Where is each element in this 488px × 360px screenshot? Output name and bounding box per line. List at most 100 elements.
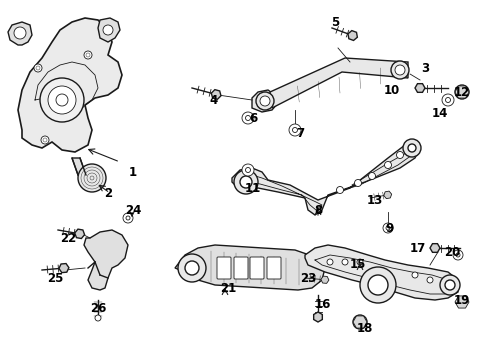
Polygon shape [347,31,357,40]
Circle shape [402,139,420,157]
Circle shape [444,280,454,290]
Circle shape [14,27,26,39]
Circle shape [336,186,343,194]
Circle shape [390,61,408,79]
Circle shape [86,53,90,57]
Text: 6: 6 [248,112,257,125]
Circle shape [367,275,387,295]
Circle shape [288,124,301,136]
Circle shape [452,250,462,260]
Circle shape [40,78,84,122]
Circle shape [245,167,250,172]
Circle shape [48,86,76,114]
Polygon shape [59,264,69,273]
Circle shape [396,152,403,158]
Polygon shape [84,230,128,290]
Polygon shape [352,316,366,328]
Circle shape [455,253,459,257]
Circle shape [356,259,362,265]
Circle shape [385,226,389,230]
Text: 4: 4 [209,94,218,107]
Text: 10: 10 [383,84,399,96]
Circle shape [458,89,464,95]
Circle shape [256,92,273,110]
Text: 12: 12 [453,86,469,99]
Polygon shape [320,276,328,283]
Text: 21: 21 [220,282,236,294]
Circle shape [178,254,205,282]
Text: 9: 9 [385,221,393,234]
Text: 22: 22 [60,231,76,244]
Polygon shape [313,312,322,322]
Circle shape [126,216,130,220]
Polygon shape [305,245,457,300]
Text: 15: 15 [349,258,366,271]
Circle shape [354,180,361,186]
Text: 2: 2 [104,186,112,199]
Polygon shape [251,90,278,112]
Polygon shape [269,58,407,108]
Polygon shape [231,140,419,215]
Polygon shape [383,191,391,199]
Polygon shape [72,158,86,175]
Text: 24: 24 [124,203,141,216]
Circle shape [372,280,382,290]
Polygon shape [98,18,120,42]
Circle shape [242,112,253,124]
Circle shape [242,164,253,176]
Circle shape [78,164,106,192]
Polygon shape [211,90,221,99]
Text: 18: 18 [356,321,372,334]
Polygon shape [454,296,468,308]
Circle shape [103,25,113,35]
Circle shape [359,267,395,303]
Text: 8: 8 [313,203,322,216]
Circle shape [407,144,415,152]
Text: 17: 17 [409,242,425,255]
Circle shape [394,65,404,75]
Circle shape [292,127,297,132]
Text: 25: 25 [47,271,63,284]
Polygon shape [429,244,439,252]
Circle shape [245,116,250,121]
Circle shape [445,98,449,103]
Circle shape [56,94,68,106]
Polygon shape [454,86,468,98]
Polygon shape [75,229,84,239]
Text: 16: 16 [314,298,330,311]
Text: 20: 20 [443,246,459,258]
FancyBboxPatch shape [266,257,281,279]
Text: 14: 14 [431,107,447,120]
Circle shape [41,136,49,144]
Circle shape [411,272,417,278]
Polygon shape [18,18,122,152]
Circle shape [439,275,459,295]
Circle shape [43,138,47,142]
Circle shape [458,299,464,305]
Text: 7: 7 [295,126,304,140]
Circle shape [326,259,332,265]
Text: 13: 13 [366,194,382,207]
Text: 1: 1 [129,166,137,179]
FancyBboxPatch shape [217,257,230,279]
Circle shape [454,85,468,99]
Polygon shape [414,84,424,92]
Text: 11: 11 [244,181,261,194]
Circle shape [341,259,347,265]
Circle shape [36,66,40,70]
Circle shape [234,170,258,194]
Circle shape [240,176,251,188]
Circle shape [384,162,391,168]
Polygon shape [175,245,325,290]
FancyBboxPatch shape [249,257,264,279]
Circle shape [352,315,366,329]
Circle shape [368,172,375,180]
Text: 23: 23 [299,271,315,284]
Circle shape [95,315,101,321]
Text: 3: 3 [420,62,428,75]
Text: 26: 26 [90,302,106,315]
Circle shape [184,261,199,275]
Circle shape [441,94,453,106]
Circle shape [382,223,392,233]
Text: 5: 5 [330,15,339,28]
